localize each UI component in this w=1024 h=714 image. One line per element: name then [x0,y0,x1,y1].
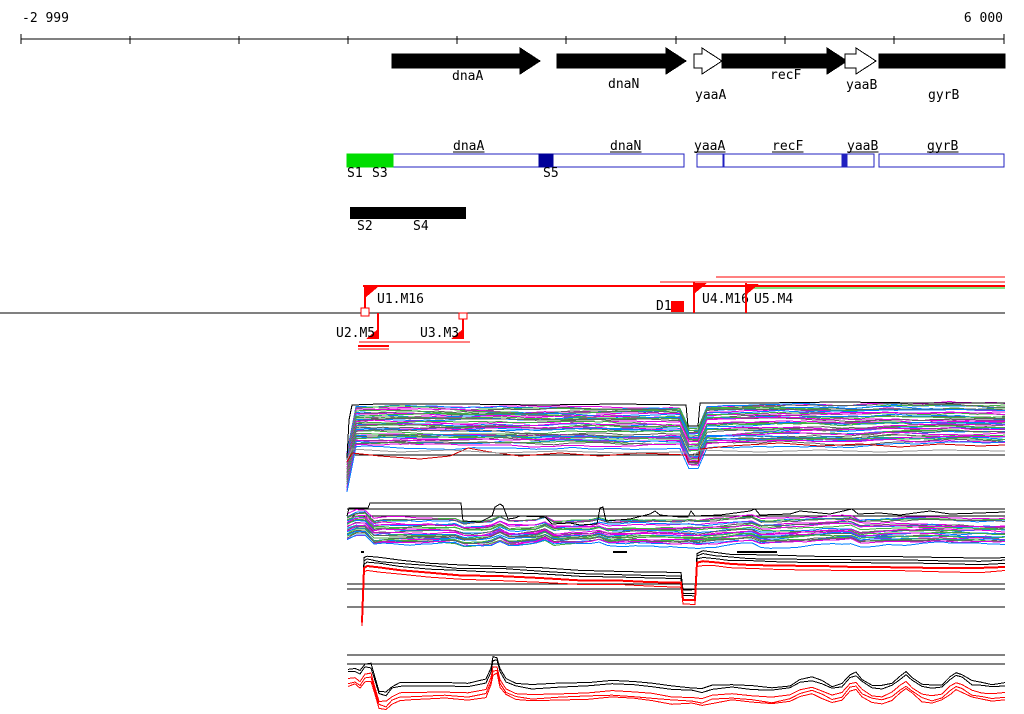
annotation-box-label-dnaN: dnaN [610,139,641,154]
signal-band-2-extra-0 [346,502,1006,526]
signal-band-2-line-25 [346,534,1005,550]
gene-arrow-label-yaaA: yaaA [695,88,726,103]
feature-anchor-square-U1.M16[interactable] [360,307,370,317]
feature-flag-U1.M16[interactable] [365,287,378,298]
solid-bar-S2-S4[interactable] [350,207,466,219]
signal-band-4-series-1 [347,659,1006,697]
signal-band-4-series-0 [347,655,1006,693]
segment-label-S5: S5 [543,166,559,181]
annotation-box-1[interactable] [696,153,724,168]
signal-band-1-extra-0 [346,401,1005,459]
signal-band-1-line-13 [346,413,1005,465]
signal-band-1-line-41 [346,441,1005,493]
annotation-box-label-yaaB: yaaB [847,139,878,154]
gene-arrow-dnaN[interactable] [556,47,687,75]
gene-arrow-label-dnaA: dnaA [452,69,483,84]
feature-anchor-square-U3.M3[interactable] [458,312,468,320]
signal-band-2-line-8 [346,517,1005,531]
signal-band-1-line-9 [346,409,1005,461]
feature-label-U3.M3: U3.M3 [420,326,459,341]
signal-band-4-series-4 [347,672,1006,711]
signal-band-1-line-2 [346,404,1005,455]
signal-band-4-series-2 [347,666,1006,702]
gene-arrow-yaaB[interactable] [844,47,877,75]
signal-band-2-line-3 [346,511,1005,525]
signal-band-1-line-37 [346,437,1005,489]
signal-band-1-line-14 [346,415,1005,466]
signal-band-1-line-36 [346,435,1005,487]
gene-arrow-recF[interactable] [721,47,848,75]
feature-label-U5.M4: U5.M4 [754,292,793,307]
gene-arrow-label-recF: recF [770,68,801,83]
bar-label-S4: S4 [413,219,429,234]
gene-arrow-gyrB[interactable] [878,53,1006,69]
signal-band-3-series-3 [361,560,1006,623]
annotation-box-label-gyrB: gyrB [927,139,958,154]
signal-band-2-line-18 [346,528,1005,544]
feature-flag-U4.M16[interactable] [694,283,707,294]
signal-band-1-extra-2 [346,448,1006,461]
signal-band-1-line-26 [346,425,1005,477]
signal-band-1-line-38 [346,437,1005,490]
gene-arrow-yaaA[interactable] [693,47,723,75]
feature-label-U1.M16: U1.M16 [377,292,424,307]
annotation-segment-S5-navy[interactable] [538,153,554,168]
signal-band-2-line-23 [346,532,1005,545]
feature-marker-D1[interactable] [671,301,684,312]
ruler-end-label: 6 000 [963,11,1003,26]
annotation-box-label-dnaA: dnaA [453,139,484,154]
annotation-box-0[interactable] [346,153,685,168]
signal-band-2-line-2 [346,512,1005,524]
gene-arrow-dnaA[interactable] [391,47,541,75]
annotation-box-label-yaaA: yaaA [694,139,725,154]
signal-band-1-line-24 [346,423,1005,477]
feature-label-U4.M16: U4.M16 [702,292,749,307]
gene-arrow-label-dnaN: dnaN [608,77,639,92]
feature-label-U2.M5: U2.M5 [336,326,375,341]
feature-label-D1: D1 [656,299,672,314]
feature-flag-U2.M5[interactable] [366,329,378,339]
signal-band-2-line-16 [346,524,1005,538]
segment-label-S3: S3 [372,166,388,181]
gene-arrow-label-yaaB: yaaB [846,78,877,93]
feature-flag-U3.M3[interactable] [451,329,463,339]
annotation-box-3[interactable] [846,153,875,168]
signal-band-4-series-3 [347,669,1006,708]
signal-band-2-line-12 [346,522,1005,537]
segment-label-S1: S1 [347,166,363,181]
signal-band-2-line-13 [346,524,1005,539]
ruler-start-label: -2 999 [22,11,69,26]
annotation-segment-S1-S3-green[interactable] [346,153,394,168]
signal-band-3-series-4 [361,565,1006,627]
annotation-box-4[interactable] [878,153,1005,168]
signal-band-1-line-20 [346,420,1005,472]
annotation-box-2[interactable] [723,153,844,168]
feature-flag-U5.M4[interactable] [746,284,759,295]
gene-arrow-label-gyrB: gyrB [928,88,959,103]
annotation-box-label-recF: recF [772,139,803,154]
annotation-segment-recF-yaaB-mark[interactable] [841,153,848,168]
signal-band-1-line-40 [346,439,1005,491]
signal-band-1-extra-1 [346,442,1006,463]
bar-label-S2: S2 [357,219,373,234]
